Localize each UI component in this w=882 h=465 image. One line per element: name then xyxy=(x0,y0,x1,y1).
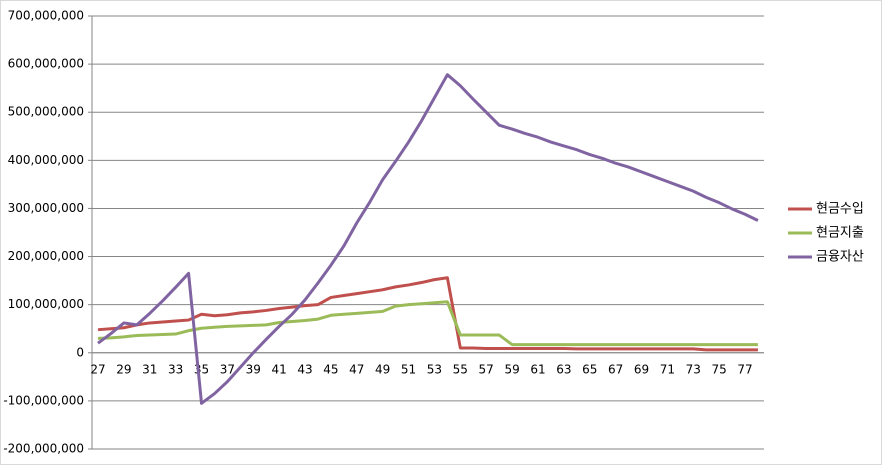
x-tick-label: 27 xyxy=(90,362,105,376)
y-tick-label: 700,000,000 xyxy=(8,9,84,23)
x-tick-label: 53 xyxy=(427,362,442,376)
x-tick-label: 29 xyxy=(116,362,131,376)
x-tick-label: 71 xyxy=(660,362,675,376)
x-tick-label: 63 xyxy=(556,362,571,376)
legend-label: 현금수입 xyxy=(816,202,864,217)
x-tick-label: 49 xyxy=(375,362,390,376)
y-tick-label: 400,000,000 xyxy=(8,153,84,167)
y-tick-label: -200,000,000 xyxy=(3,442,84,456)
x-tick-label: 45 xyxy=(323,362,338,376)
x-tick-label: 61 xyxy=(530,362,545,376)
y-tick-label: 0 xyxy=(76,345,84,359)
x-tick-label: 37 xyxy=(220,362,235,376)
x-tick-label: 33 xyxy=(168,362,183,376)
x-tick-label: 59 xyxy=(504,362,519,376)
y-tick-label: 200,000,000 xyxy=(8,249,84,263)
y-tick-label: 100,000,000 xyxy=(8,297,84,311)
series-line xyxy=(97,300,758,347)
y-tick-label: -100,000,000 xyxy=(3,393,84,407)
x-tick-label: 51 xyxy=(401,362,416,376)
legend-label: 현금지출 xyxy=(816,226,864,241)
x-tick-label: 43 xyxy=(297,362,312,376)
y-tick-label: 300,000,000 xyxy=(8,201,84,215)
x-tick-label: 67 xyxy=(608,362,623,376)
legend-label: 금융자산 xyxy=(816,250,864,265)
x-tick-label: 65 xyxy=(582,362,597,376)
x-tick-label: 73 xyxy=(686,362,701,376)
series-line xyxy=(97,276,758,352)
x-tick-label: 41 xyxy=(272,362,287,376)
x-tick-label: 77 xyxy=(737,362,752,376)
y-tick-label: 600,000,000 xyxy=(8,57,84,71)
x-tick-label: 57 xyxy=(479,362,494,376)
x-tick-label: 47 xyxy=(349,362,364,376)
x-tick-label: 55 xyxy=(453,362,468,376)
x-tick-label: 31 xyxy=(142,362,157,376)
series-line xyxy=(97,73,759,405)
x-tick-label: 39 xyxy=(246,362,261,376)
y-tick-label: 500,000,000 xyxy=(8,105,84,119)
x-tick-label: 69 xyxy=(634,362,649,376)
x-tick-label: 75 xyxy=(711,362,726,376)
